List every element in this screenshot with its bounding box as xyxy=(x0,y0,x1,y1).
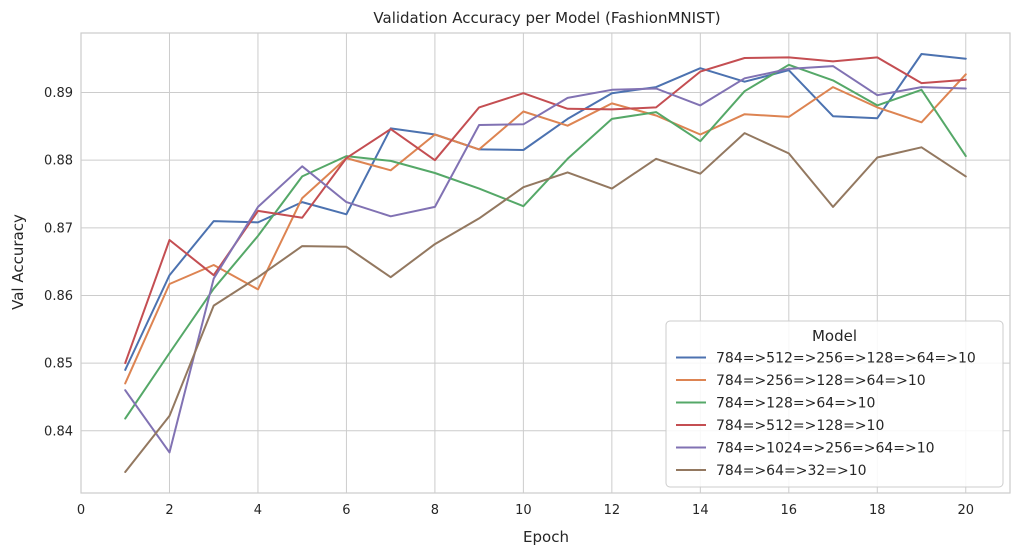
x-tick-label: 10 xyxy=(515,503,532,518)
x-tick-label: 14 xyxy=(692,503,709,518)
series-line xyxy=(124,53,967,371)
legend-label: 784=>512=>256=>128=>64=>10 xyxy=(716,351,976,367)
legend-label: 784=>512=>128=>10 xyxy=(716,418,884,434)
y-axis-label: Val Accuracy xyxy=(9,214,27,310)
series-line xyxy=(124,73,967,385)
y-tick-label: 0.87 xyxy=(44,221,73,236)
series-lines xyxy=(124,53,967,473)
legend-title: Model xyxy=(812,327,857,345)
x-tick-label: 0 xyxy=(77,503,85,518)
y-tick-label: 0.85 xyxy=(44,357,73,372)
x-tick-label: 20 xyxy=(957,503,974,518)
legend: Model 784=>512=>256=>128=>64=>10 784=>256… xyxy=(665,320,1004,488)
x-tick-label: 6 xyxy=(342,503,350,518)
legend-box xyxy=(665,320,1004,488)
legend-label: 784=>256=>128=>64=>10 xyxy=(716,373,926,389)
x-tick-label: 12 xyxy=(604,503,621,518)
y-tick-label: 0.89 xyxy=(44,86,73,101)
x-axis-label: Epoch xyxy=(523,528,569,546)
y-axis-ticks: 0.84 0.85 0.86 0.87 0.88 0.89 xyxy=(44,86,73,439)
plot-frame xyxy=(80,32,1011,494)
x-tick-label: 4 xyxy=(254,503,262,518)
legend-items: 784=>512=>256=>128=>64=>10 784=>256=>128=… xyxy=(676,351,976,479)
legend-entry: 784=>128=>64=>10 xyxy=(676,396,875,412)
series-line xyxy=(124,132,967,473)
legend-entry: 784=>64=>32=>10 xyxy=(676,463,867,479)
y-tick-label: 0.84 xyxy=(44,424,73,439)
x-tick-label: 18 xyxy=(869,503,886,518)
legend-entry: 784=>256=>128=>64=>10 xyxy=(676,373,926,389)
y-tick-label: 0.88 xyxy=(44,154,73,169)
y-tick-label: 0.86 xyxy=(44,289,73,304)
chart-title: Validation Accuracy per Model (FashionMN… xyxy=(373,9,720,27)
legend-entry: 784=>1024=>256=>64=>10 xyxy=(676,441,935,457)
x-axis-ticks: 0 2 4 6 8 10 12 14 16 18 20 xyxy=(77,503,974,518)
legend-label: 784=>1024=>256=>64=>10 xyxy=(716,441,935,457)
series-line xyxy=(124,56,967,365)
series-line xyxy=(124,65,967,454)
legend-entry: 784=>512=>256=>128=>64=>10 xyxy=(676,351,976,367)
x-tick-label: 16 xyxy=(781,503,798,518)
x-tick-label: 2 xyxy=(165,503,173,518)
legend-label: 784=>128=>64=>10 xyxy=(716,396,875,412)
legend-label: 784=>64=>32=>10 xyxy=(716,463,867,479)
legend-entry: 784=>512=>128=>10 xyxy=(676,418,884,434)
x-tick-label: 8 xyxy=(431,503,439,518)
series-line xyxy=(124,63,967,420)
